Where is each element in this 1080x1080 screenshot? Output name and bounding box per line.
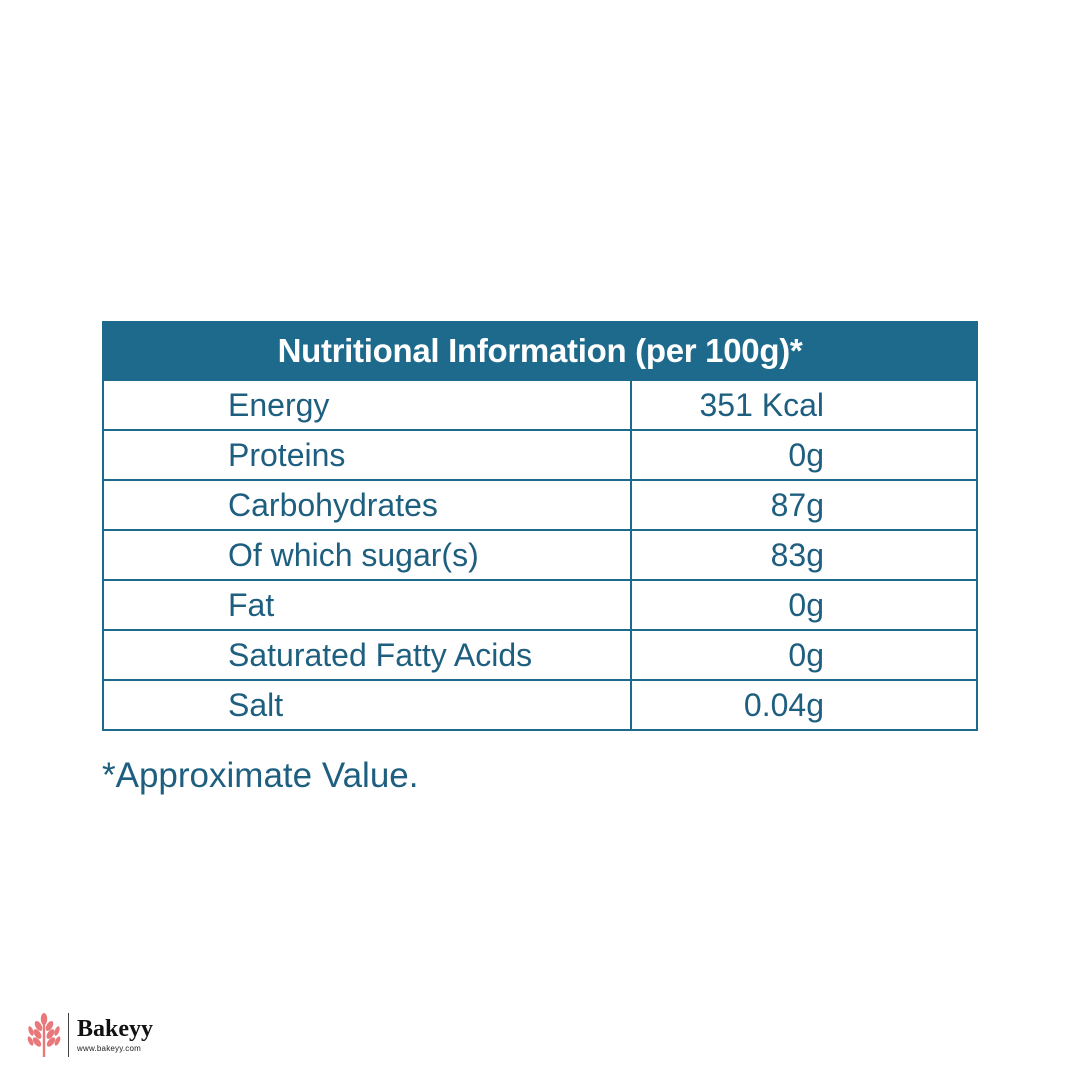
table-row: Proteins 0g <box>103 429 977 480</box>
table-header-row: Nutritional Information (per 100g)* <box>103 322 977 380</box>
nutrient-value: 0g <box>631 629 977 680</box>
brand-divider <box>68 1013 69 1057</box>
nutrient-value: 0g <box>631 579 977 630</box>
footnote: *Approximate Value. <box>102 756 419 795</box>
brand-logo: Bakeyy www.bakeyy.com <box>26 1012 153 1058</box>
nutrient-label: Energy <box>103 379 632 430</box>
table-row: Energy 351 Kcal <box>103 379 977 430</box>
nutrient-value: 0g <box>631 429 977 480</box>
table-title: Nutritional Information (per 100g)* <box>103 322 977 380</box>
nutrition-table: Nutritional Information (per 100g)* Ener… <box>102 321 978 731</box>
nutrient-value: 0.04g <box>631 679 977 730</box>
brand-text: Bakeyy www.bakeyy.com <box>77 1017 153 1053</box>
wheat-icon <box>27 1013 61 1057</box>
brand-url: www.bakeyy.com <box>77 1044 142 1053</box>
nutrient-label: Of which sugar(s) <box>103 529 632 580</box>
table-row: Fat 0g <box>103 579 977 630</box>
nutrient-label: Proteins <box>103 429 632 480</box>
brand-name: Bakeyy <box>77 1016 154 1042</box>
table-row: Salt 0.04g <box>103 679 977 730</box>
nutrient-label: Fat <box>103 579 632 630</box>
table-row: Of which sugar(s) 83g <box>103 529 977 580</box>
nutrient-label: Carbohydrates <box>103 479 632 530</box>
nutrient-value: 351 Kcal <box>631 379 977 430</box>
nutrient-value: 87g <box>631 479 977 530</box>
nutrient-value: 83g <box>631 529 977 580</box>
nutrient-label: Saturated Fatty Acids <box>103 629 632 680</box>
nutrient-label: Salt <box>103 679 632 730</box>
table-row: Carbohydrates 87g <box>103 479 977 530</box>
table-row: Saturated Fatty Acids 0g <box>103 629 977 680</box>
